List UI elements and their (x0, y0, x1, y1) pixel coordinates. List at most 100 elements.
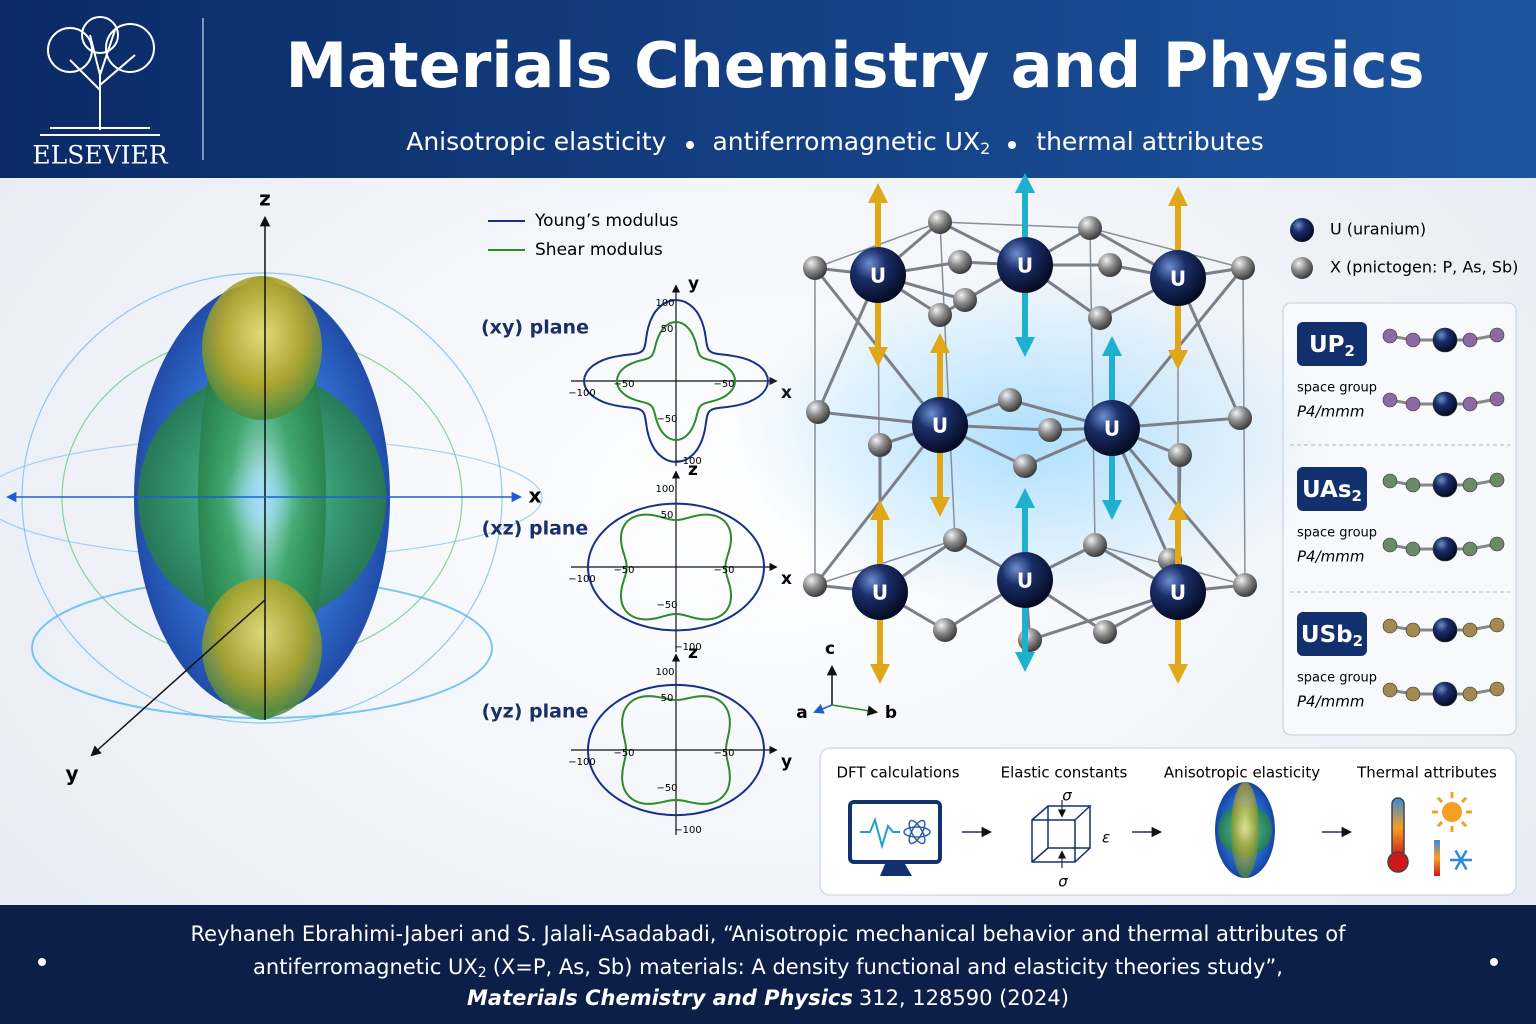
step-title: Thermal attributes (1356, 764, 1497, 782)
polar-axis-label: x (781, 569, 792, 589)
sun-ray (1460, 796, 1468, 804)
gradient-bar (1434, 840, 1440, 876)
x-atom (998, 388, 1022, 412)
x-atom (1462, 477, 1478, 493)
atom-label: U (1170, 581, 1186, 605)
tick-label: −100 (568, 757, 595, 768)
axis-label: c (825, 639, 835, 659)
x-atom (803, 256, 827, 280)
youngs-curve (586, 502, 766, 632)
monitor-wave (860, 816, 900, 850)
space-group: P4/mmm (1297, 548, 1364, 566)
x-atom (1489, 536, 1505, 552)
publisher: ELSEVIER (32, 141, 168, 170)
x-atom (1462, 396, 1478, 412)
stress-symbol: σ (1062, 787, 1072, 805)
tick-label: −100 (674, 456, 701, 467)
axis-label: a (796, 703, 807, 723)
u-atom (1432, 536, 1458, 562)
journal: Materials Chemistry and Physics (467, 986, 853, 1010)
formula-subscript: 2 (1352, 487, 1362, 505)
u-atom (912, 397, 968, 453)
spin-head (1015, 173, 1035, 357)
polar-axis-label: y (688, 274, 699, 294)
x-atom (1168, 443, 1192, 467)
x-atom (1098, 253, 1122, 277)
spin-head (1168, 500, 1188, 684)
logo-tree (40, 16, 160, 136)
x-atom (868, 433, 892, 457)
formula-main: USb (1301, 622, 1353, 648)
polar-axis-label: z (688, 643, 698, 663)
axis-label: x (529, 484, 542, 508)
formula: UAs2 (1302, 477, 1362, 505)
x-atom (1489, 617, 1505, 633)
atom-label: U (932, 414, 948, 438)
x-atom (1405, 541, 1421, 557)
x-atom (1405, 396, 1421, 412)
x-atom (1382, 537, 1398, 553)
step-title: Anisotropic elasticity (1164, 764, 1320, 782)
tick-label: 100 (655, 298, 674, 309)
snowflake (1454, 849, 1468, 871)
frame-bond (814, 539, 956, 586)
citation-title: antiferromagnetic UX2 (X=P, As, Sb) mater… (253, 955, 1283, 981)
formula-main: UAs (1302, 477, 1351, 503)
tick-label: 100 (655, 484, 674, 495)
legend-u (1290, 218, 1314, 242)
footer-dot (38, 958, 46, 966)
legend-label: Shear modulus (535, 240, 663, 260)
spin-head (930, 333, 950, 517)
monitor-stand (880, 864, 912, 876)
youngs-curve (586, 683, 766, 817)
x-atom (1462, 541, 1478, 557)
u-atom (1432, 681, 1458, 707)
x-atom (1093, 620, 1117, 644)
atom-label: U (1017, 569, 1033, 593)
spin-head (868, 183, 888, 367)
tick-label: 50 (661, 693, 674, 704)
group-label: space group (1297, 381, 1377, 396)
spin-head (1168, 186, 1188, 370)
u-atom (997, 552, 1053, 608)
axis-label: y (65, 762, 78, 786)
u-atom (1432, 472, 1458, 498)
shear-curve (615, 320, 737, 442)
x-atom (928, 303, 952, 327)
tick-label: 50 (661, 324, 674, 335)
thermometer (1391, 797, 1405, 859)
spin-head (1102, 336, 1122, 520)
atom-label: U (1170, 267, 1186, 291)
formula-main: UP (1309, 332, 1345, 358)
group-label: space group (1297, 671, 1377, 686)
atom-label: U (1017, 254, 1033, 278)
space-group: P4/mmm (1297, 693, 1364, 711)
x-atom (1405, 622, 1421, 638)
u-atom (1432, 617, 1458, 643)
atom-label: U (872, 581, 888, 605)
polar-axis-label: y (781, 752, 792, 772)
u-atom (997, 237, 1053, 293)
x-atom (803, 573, 827, 597)
spin-head (870, 500, 890, 684)
atom-orbit (908, 819, 926, 845)
sun (1442, 802, 1462, 822)
subscript: 2 (478, 965, 487, 981)
space-group: P4/mmm (1297, 403, 1364, 421)
x-atom (1018, 628, 1042, 652)
title-part: (X=P, As, Sb) materials: A density funct… (493, 955, 1283, 979)
frame-bond (1089, 227, 1096, 546)
x-atom (1489, 327, 1505, 343)
shear-curve (621, 695, 731, 805)
frame-bond (1089, 227, 1244, 269)
formula-subscript: 2 (1353, 632, 1363, 650)
surface-lobe-top (202, 276, 322, 420)
legend-label: U (uranium) (1330, 220, 1426, 239)
x-atom (1462, 332, 1478, 348)
x-atom (1231, 256, 1255, 280)
formula: USb2 (1301, 622, 1363, 650)
bullet (1008, 141, 1016, 149)
u-atom (1432, 391, 1458, 417)
axis-a (813, 703, 833, 714)
